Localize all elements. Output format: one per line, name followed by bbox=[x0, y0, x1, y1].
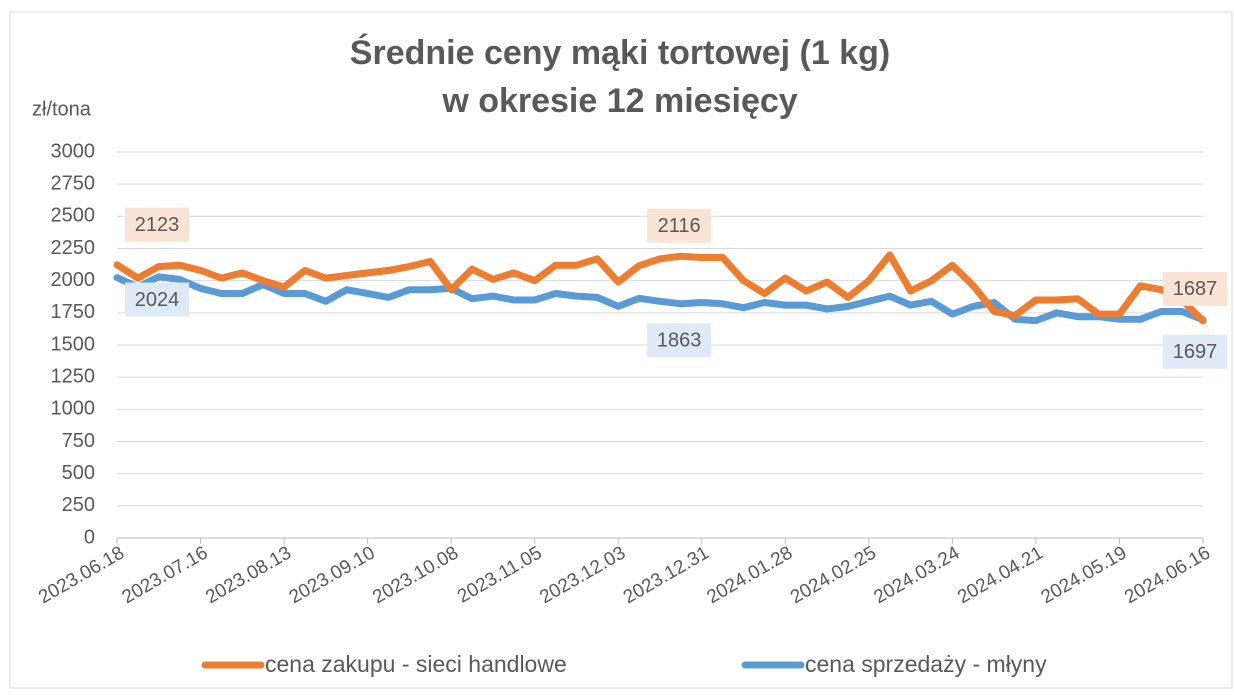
legend-label: cena sprzedaży - młyny bbox=[805, 651, 1047, 677]
chart-frame bbox=[9, 11, 1233, 689]
y-tick-label: 2000 bbox=[51, 269, 96, 291]
data-label-box bbox=[125, 207, 189, 242]
y-tick-label: 2750 bbox=[51, 172, 96, 194]
y-tick-label: 1500 bbox=[51, 333, 96, 355]
y-axis-label: zł/tona bbox=[32, 98, 92, 120]
data-label: 1697 bbox=[1163, 334, 1227, 369]
y-tick-label: 0 bbox=[84, 526, 95, 548]
data-label: 2024 bbox=[125, 282, 189, 317]
chart-title: Średnie ceny mąki tortowej (1 kg) bbox=[350, 34, 890, 72]
y-tick-label: 1250 bbox=[51, 365, 96, 387]
data-label: 1863 bbox=[647, 323, 712, 358]
y-tick-label: 1750 bbox=[51, 301, 96, 323]
data-label-box bbox=[1163, 334, 1227, 369]
data-label-box bbox=[647, 323, 712, 358]
chart-title: w okresie 12 miesięcy bbox=[441, 82, 797, 120]
y-tick-label: 2250 bbox=[51, 237, 96, 259]
y-tick-label: 3000 bbox=[51, 140, 96, 162]
data-label-box bbox=[125, 282, 189, 317]
y-tick-label: 250 bbox=[62, 494, 95, 516]
data-label: 2116 bbox=[647, 208, 712, 243]
data-label-text: 1863 bbox=[657, 330, 702, 352]
data-label-box bbox=[647, 208, 712, 243]
series-line bbox=[113, 251, 1207, 325]
y-tick-label: 750 bbox=[62, 430, 95, 452]
legend-label: cena zakupu - sieci handlowe bbox=[265, 651, 567, 677]
data-label-text: 1697 bbox=[1173, 341, 1218, 363]
y-tick-label: 500 bbox=[62, 462, 95, 484]
data-label: 1687 bbox=[1163, 271, 1227, 306]
data-label-text: 2116 bbox=[658, 215, 701, 237]
data-label-text: 1687 bbox=[1173, 278, 1218, 300]
data-label-text: 2123 bbox=[135, 214, 180, 236]
y-tick-label: 2500 bbox=[51, 205, 96, 227]
data-label-box bbox=[1163, 271, 1227, 306]
data-label: 2123 bbox=[125, 207, 189, 242]
y-tick-label: 1000 bbox=[51, 398, 96, 420]
data-label-text: 2024 bbox=[135, 289, 180, 311]
series-line bbox=[113, 273, 1207, 325]
